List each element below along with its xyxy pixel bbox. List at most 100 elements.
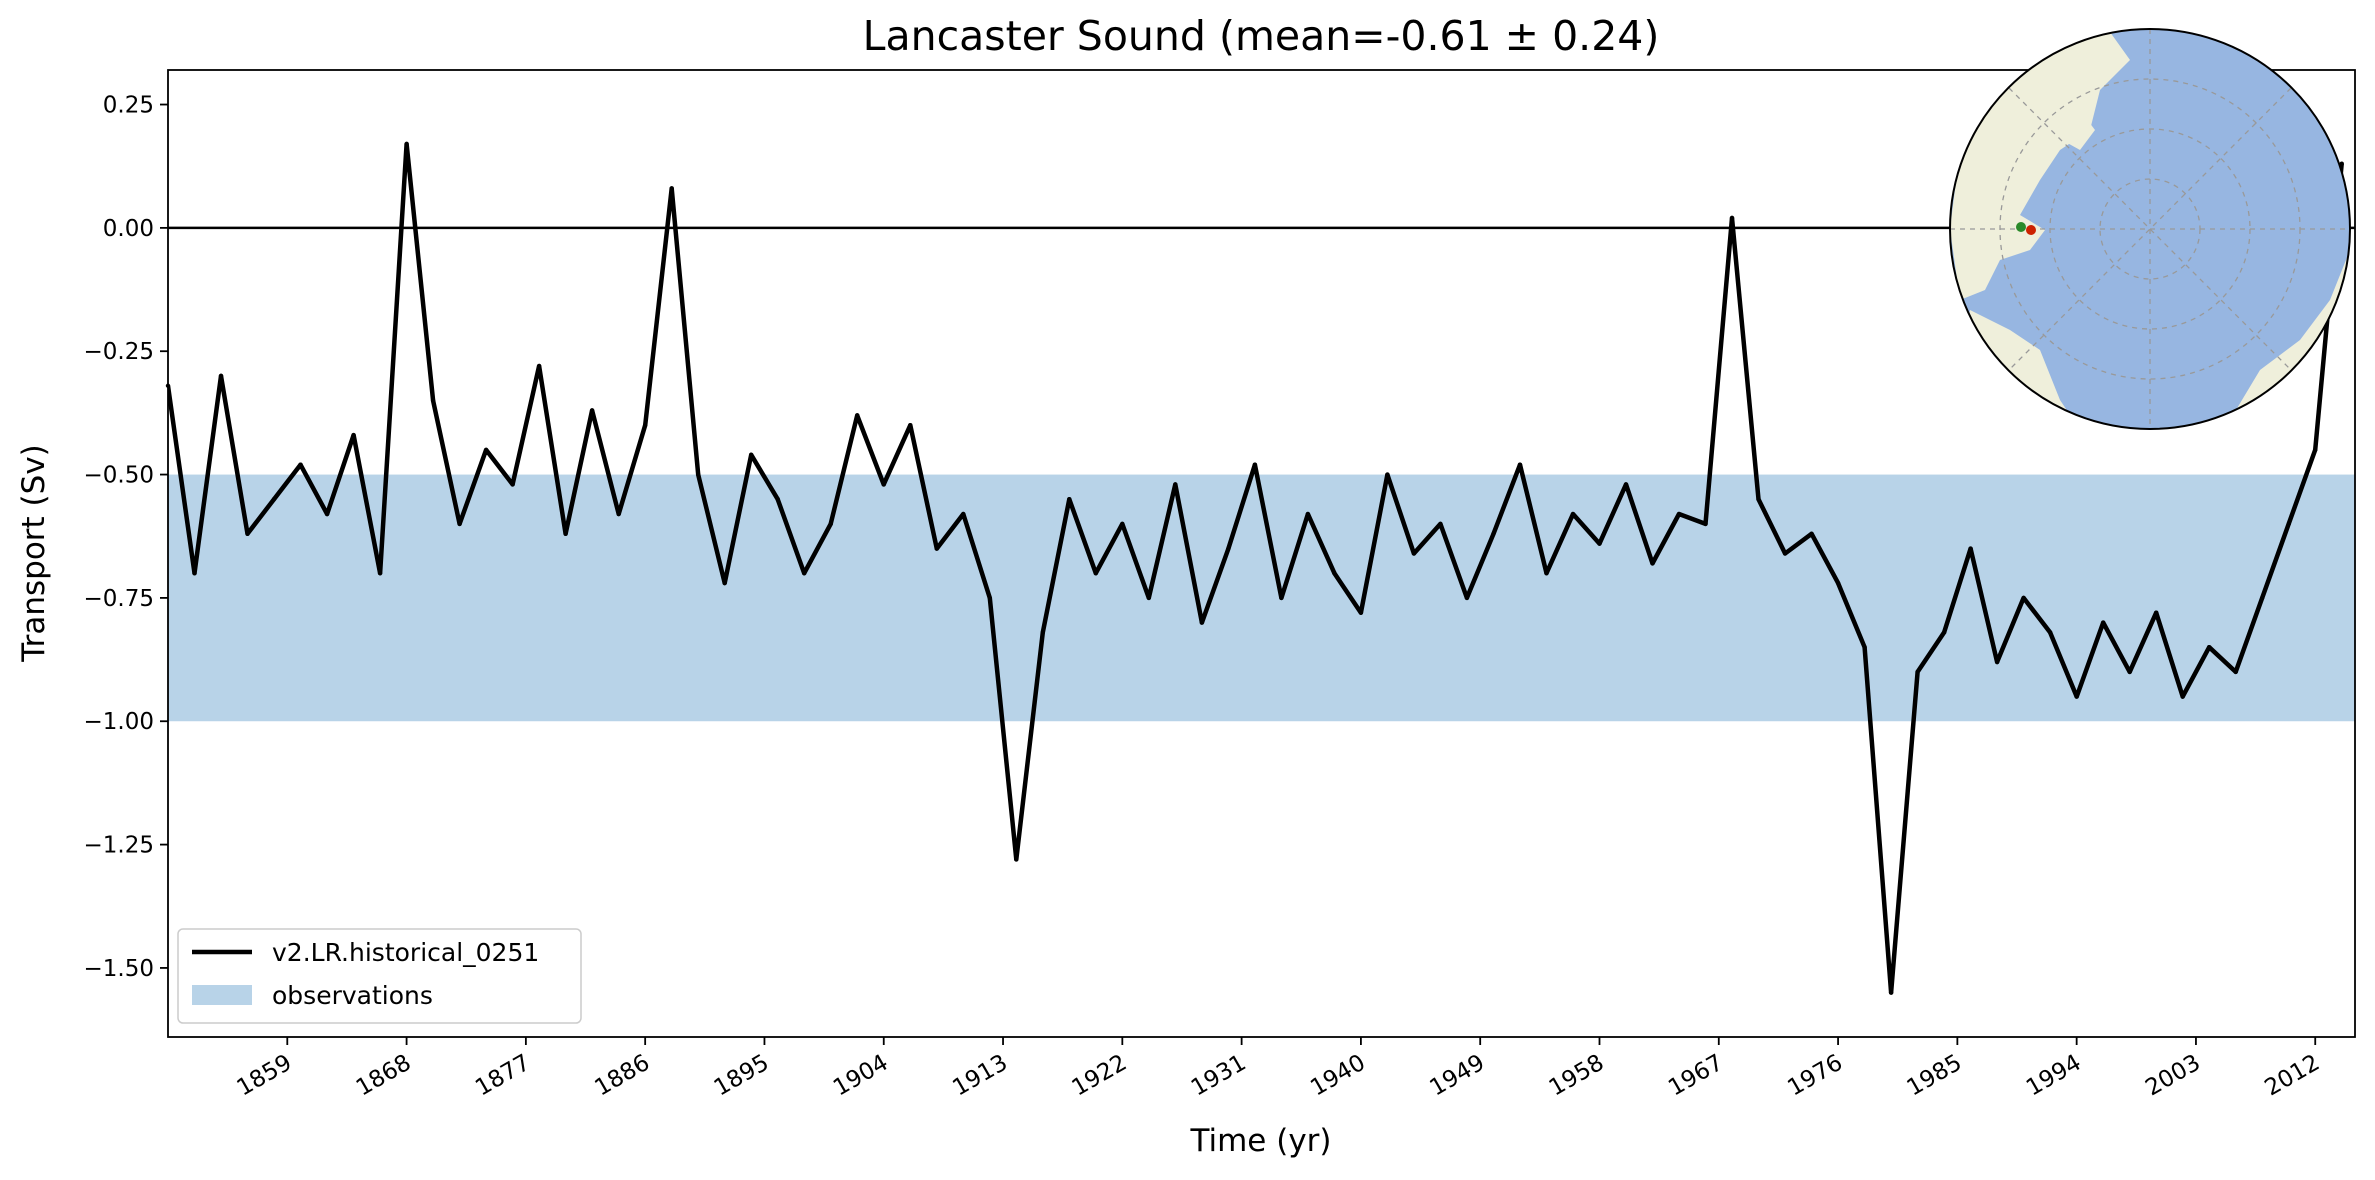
series-point [1226, 546, 1231, 551]
series-point [881, 482, 886, 487]
series-point [324, 511, 330, 517]
inset-map [1949, 28, 2351, 430]
series-point [1941, 630, 1947, 635]
series-point [510, 482, 515, 487]
y-axis-title: Transport (Sv) [16, 444, 52, 663]
series-point [1067, 497, 1072, 502]
series-point [695, 472, 701, 477]
legend: v2.LR.historical_0251 observations [177, 928, 582, 1024]
series-point [1597, 541, 1602, 546]
x-tick-label: 1877 [471, 1050, 535, 1102]
series-point [589, 408, 595, 413]
series-point [2047, 630, 2053, 635]
x-tick-label: 2003 [2141, 1050, 2205, 1102]
series-point [2021, 595, 2026, 601]
x-tick-label: 1940 [1306, 1050, 1370, 1102]
series-point [1279, 595, 1284, 601]
series-point [1252, 462, 1258, 467]
x-tick-label: 1967 [1664, 1050, 1728, 1102]
series-point [802, 571, 807, 576]
series-point [1146, 595, 1152, 601]
series-point [2286, 521, 2291, 527]
series-point [1332, 571, 1337, 576]
series-point [1411, 551, 1417, 556]
y-tick-label: −1.50 [84, 956, 154, 982]
observations-band [168, 474, 2355, 722]
series-point [1040, 630, 1046, 635]
x-tick-label: 2012 [2261, 1050, 2325, 1102]
y-tick-label: 0.00 [103, 216, 154, 242]
series-point [2260, 595, 2265, 601]
series-point [192, 571, 197, 576]
plot-frame [167, 69, 2356, 1038]
y-tick-label: 0.25 [103, 93, 154, 119]
series-point [2207, 645, 2212, 650]
series-point [1994, 659, 2000, 665]
y-tick-label: −1.00 [84, 709, 154, 735]
series-point [1438, 521, 1443, 527]
legend-label-observations: observations [272, 981, 433, 1010]
x-tick-label: 1931 [1187, 1050, 1251, 1102]
series-point [961, 511, 966, 517]
series-point [1809, 531, 1814, 536]
section-start-marker [2016, 222, 2026, 232]
series-point [536, 363, 542, 369]
series-point [351, 432, 356, 438]
section-end-marker [2026, 225, 2036, 235]
series-point [1305, 511, 1311, 517]
series-point [1729, 215, 1735, 221]
series-point [2313, 447, 2318, 453]
legend-box [177, 928, 582, 1024]
series-point [430, 398, 436, 403]
series-point [1862, 645, 1867, 650]
series-point [1968, 546, 1973, 551]
series-point [1676, 511, 1682, 517]
series-point [2074, 694, 2079, 699]
x-tick-label: 1868 [352, 1050, 416, 1102]
series-point [1199, 620, 1205, 625]
series-point [2100, 620, 2106, 625]
series-point [483, 447, 489, 453]
series-point [987, 595, 992, 601]
x-tick-label: 1859 [233, 1050, 297, 1102]
y-tick-label: −1.25 [84, 833, 154, 859]
series-point [2180, 694, 2185, 699]
series-point [1491, 531, 1496, 536]
series-point [775, 497, 780, 502]
series-point [1173, 482, 1178, 487]
x-axis-title: Time (yr) [1190, 1123, 1332, 1159]
series-point [1358, 610, 1364, 615]
series-point [563, 531, 568, 536]
series-point [1517, 462, 1523, 467]
series-point [377, 571, 383, 576]
series-point [1623, 482, 1629, 487]
x-tick-label: 1913 [948, 1050, 1012, 1102]
x-axis: 1859 1868 1877 1886 1895 1904 1913 1922 1931 1940… [233, 1037, 2325, 1102]
y-tick-label: −0.50 [84, 463, 154, 489]
series-point [669, 186, 674, 191]
series-point [1093, 571, 1099, 576]
x-tick-label: 1958 [1545, 1050, 1609, 1102]
legend-label-series: v2.LR.historical_0251 [272, 938, 539, 967]
x-tick-label: 1886 [590, 1050, 654, 1102]
series-point [1544, 571, 1549, 576]
chart-title: Lancaster Sound (mean=-0.61 ± 0.24) [863, 12, 1660, 60]
series-point [2127, 669, 2132, 675]
series-point [457, 521, 462, 527]
inset-map-border [1949, 28, 2351, 430]
y-tick-label: −0.25 [84, 339, 154, 365]
legend-band-swatch [192, 985, 252, 1005]
inset-map-graticule [1950, 29, 2350, 429]
series-point [934, 546, 939, 551]
x-tick-label: 1922 [1068, 1050, 1132, 1102]
x-tick-label: 1985 [1903, 1050, 1967, 1102]
series-point [828, 521, 833, 527]
series-point [1385, 472, 1390, 477]
series-point [245, 531, 250, 536]
x-tick-label: 1895 [710, 1050, 774, 1102]
series-point [1703, 521, 1708, 527]
series-point [1464, 595, 1470, 601]
x-tick-label: 1976 [1783, 1050, 1847, 1102]
y-axis: 0.25 0.00 −0.25 −0.50 −0.75 −1.00 −1.25 −1.50 [84, 93, 168, 982]
